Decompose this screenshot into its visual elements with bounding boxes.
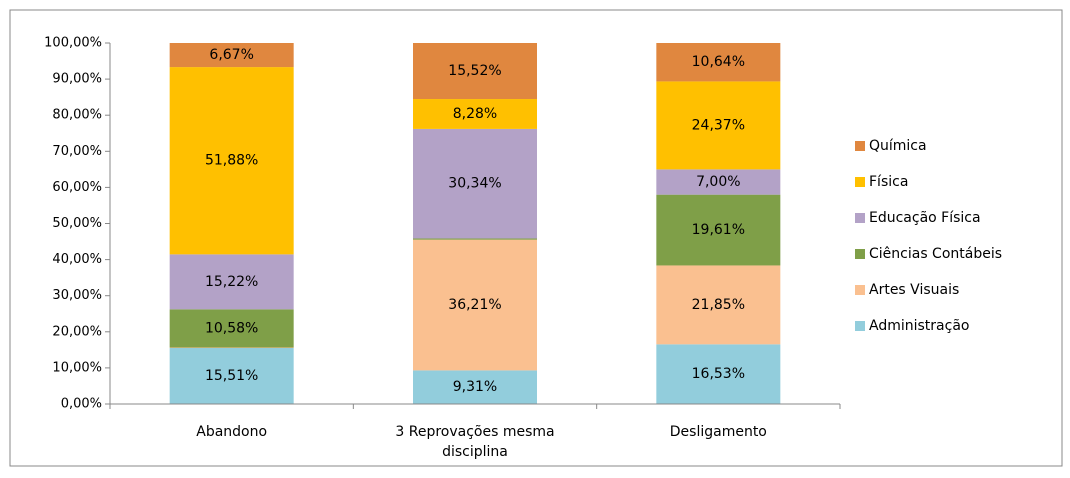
y-tick-label: 50,00% bbox=[52, 216, 102, 231]
y-tick-label: 90,00% bbox=[52, 72, 102, 87]
legend-label: Administração bbox=[869, 318, 969, 334]
data-label: 21,85% bbox=[692, 297, 745, 313]
bar-segment bbox=[169, 43, 294, 68]
y-tick-label: 100,00% bbox=[44, 36, 102, 51]
legend-swatch bbox=[855, 285, 865, 295]
bar-segment bbox=[169, 309, 294, 348]
bar-segment bbox=[656, 194, 781, 266]
y-tick-label: 80,00% bbox=[52, 108, 102, 123]
bar-segment bbox=[656, 81, 781, 170]
bar-segment bbox=[656, 344, 781, 404]
bar-segment bbox=[413, 239, 537, 371]
bar-segment bbox=[656, 43, 781, 82]
y-tick-label: 30,00% bbox=[52, 288, 102, 303]
data-label: 15,51% bbox=[205, 368, 258, 384]
bar-segment bbox=[656, 265, 781, 345]
y-tick-label: 20,00% bbox=[52, 324, 102, 339]
data-label: 16,53% bbox=[692, 366, 745, 382]
data-label: 10,64% bbox=[692, 54, 745, 70]
legend-swatch bbox=[855, 213, 865, 223]
y-tick-label: 0,00% bbox=[61, 397, 102, 412]
y-tick-label: 60,00% bbox=[52, 180, 102, 195]
bar-segment bbox=[169, 67, 294, 255]
bar-segment bbox=[413, 370, 537, 404]
data-label: 15,52% bbox=[448, 63, 501, 79]
x-tick-label: Desligamento bbox=[669, 424, 767, 440]
legend-label: Ciências Contábeis bbox=[869, 246, 1002, 262]
data-label: 15,22% bbox=[205, 274, 258, 290]
x-tick-label: Abandono bbox=[196, 424, 268, 440]
legend-label: Artes Visuais bbox=[869, 282, 959, 298]
data-label: 9,31% bbox=[453, 379, 497, 395]
data-label: 36,21% bbox=[448, 297, 501, 313]
legend-swatch bbox=[855, 249, 865, 259]
bar-segment bbox=[413, 128, 537, 239]
y-tick-label: 40,00% bbox=[52, 252, 102, 267]
x-tick-label: 3 Reprovações mesma disciplina bbox=[395, 424, 555, 460]
y-tick-label: 70,00% bbox=[52, 144, 102, 159]
legend-swatch bbox=[855, 141, 865, 151]
data-label: 24,37% bbox=[692, 117, 745, 133]
legend-swatch bbox=[855, 177, 865, 187]
y-tick-label: 10,00% bbox=[52, 360, 102, 375]
data-label: 51,88% bbox=[205, 153, 258, 169]
data-label: 8,28% bbox=[453, 106, 497, 122]
data-label: 10,58% bbox=[205, 320, 258, 336]
legend-label: Educação Física bbox=[869, 210, 981, 226]
legend-label: Física bbox=[869, 174, 908, 190]
data-label: 7,00% bbox=[696, 174, 740, 190]
data-label: 6,67% bbox=[209, 47, 253, 63]
legend-label: Química bbox=[869, 138, 927, 154]
bar-segment bbox=[656, 169, 781, 195]
bar-segment bbox=[169, 348, 294, 404]
bar-segment bbox=[413, 99, 537, 129]
legend-swatch bbox=[855, 321, 865, 331]
data-label: 30,34% bbox=[448, 176, 501, 192]
bar-segment bbox=[169, 254, 294, 310]
bar-segment bbox=[169, 347, 294, 349]
bar-segment bbox=[413, 238, 537, 240]
bar-segment bbox=[413, 43, 537, 100]
data-label: 19,61% bbox=[692, 222, 745, 238]
